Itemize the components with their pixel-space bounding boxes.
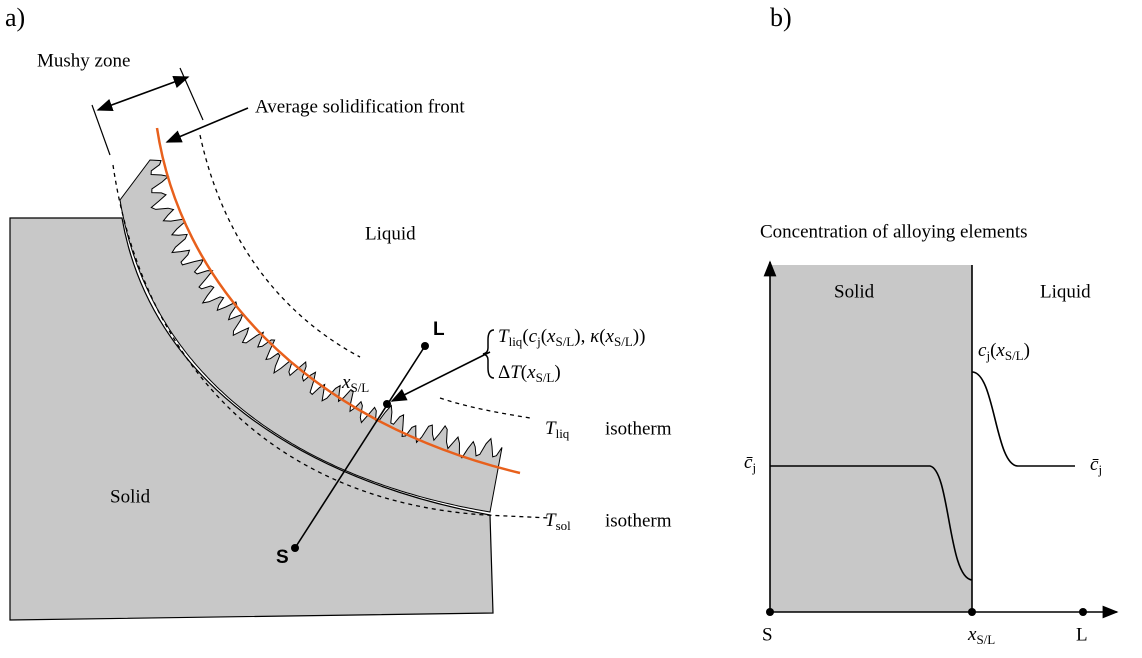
label: isotherm <box>605 510 672 531</box>
math-part: j <box>1097 462 1102 477</box>
label: Mushy zone <box>37 50 130 71</box>
math-part: x <box>995 340 1005 361</box>
math-part: x <box>605 326 615 347</box>
math-part: S/L <box>976 632 995 647</box>
point <box>291 544 299 552</box>
mushy-tick <box>91 104 111 156</box>
label: Average solidification front <box>255 96 465 117</box>
math-label: Tliq​(cj​(xS/L​), κ(xS/L​)) <box>498 326 645 349</box>
liquidus-dashed <box>439 397 531 419</box>
math-part: ) <box>554 362 560 383</box>
axis-label: S <box>762 624 773 645</box>
math-label: cj​(xS/L​) <box>978 340 1030 363</box>
point <box>383 400 391 408</box>
math-part: ( <box>522 326 528 347</box>
label: isotherm <box>605 418 672 439</box>
concentration-solid <box>770 465 973 581</box>
math-part: S/L <box>555 334 574 349</box>
math-part: ( <box>541 326 547 347</box>
solidification-front <box>155 127 521 475</box>
math-part: c <box>978 340 987 361</box>
s-l-line <box>294 345 426 549</box>
math-part: c̄ <box>1090 454 1099 475</box>
math-part: j <box>536 334 541 349</box>
liquidus-dashed <box>199 134 361 358</box>
math-label: c̄j​ <box>744 452 756 475</box>
math-part: x <box>341 372 351 393</box>
solid-region <box>770 265 972 612</box>
brace <box>482 329 495 379</box>
axis-label: L <box>1076 624 1088 645</box>
math-part: T <box>545 418 557 439</box>
math-part: j <box>751 460 756 475</box>
math-part: sol <box>556 518 572 533</box>
math-label: ΔT(xS/L​) <box>498 362 561 385</box>
math-part: S/L <box>350 380 369 395</box>
math-part: κ <box>590 326 600 347</box>
math-part: ( <box>599 326 605 347</box>
point-label: S <box>276 547 289 568</box>
point <box>968 608 976 616</box>
label: Solid <box>834 281 875 302</box>
math-part: x <box>526 362 536 383</box>
label: Liquid <box>365 223 416 244</box>
concentration-liquid <box>971 371 1075 467</box>
math-part: T <box>545 510 557 531</box>
math-part: c̄ <box>744 452 753 473</box>
math-part: S/L <box>614 334 633 349</box>
point <box>1079 608 1087 616</box>
math-part: x <box>967 624 977 645</box>
point <box>421 342 429 350</box>
solidus-dashed <box>112 164 551 519</box>
panel-label: a) <box>5 3 25 32</box>
label: Liquid <box>1040 281 1091 302</box>
math-label: Tliq​ <box>545 418 570 441</box>
math-part: ) <box>1024 340 1030 361</box>
front-arrow <box>165 107 249 143</box>
math-label: xS/L​ <box>967 624 995 647</box>
math-part: S/L <box>536 370 555 385</box>
math-part: T <box>510 362 522 383</box>
math-part: liq <box>556 426 570 441</box>
label: Solid <box>110 486 151 507</box>
mushy-arrow <box>96 75 190 112</box>
math-part: ( <box>521 362 527 383</box>
math-part: liq <box>509 334 523 349</box>
panel-label: b) <box>770 3 792 32</box>
point <box>766 608 774 616</box>
math-part: ( <box>990 340 996 361</box>
math-label: c̄j​ <box>1090 454 1102 477</box>
math-part: )) <box>633 326 646 347</box>
math-part: Δ <box>498 362 510 383</box>
math-part: T <box>498 326 510 347</box>
math-part: S/L <box>1005 348 1024 363</box>
interface-arrow <box>390 351 491 402</box>
mushy-tick <box>179 67 204 121</box>
point-label: L <box>433 319 445 340</box>
math-label: Tsol​ <box>545 510 571 533</box>
dendrite-zone <box>119 159 503 513</box>
math-label: xS/L​ <box>341 372 369 395</box>
label: Concentration of alloying elements <box>760 221 1028 242</box>
math-part: c <box>529 326 538 347</box>
math-part: j <box>985 348 990 363</box>
math-part: ), <box>574 326 590 347</box>
solid-region <box>9 217 494 621</box>
math-part: x <box>546 326 556 347</box>
